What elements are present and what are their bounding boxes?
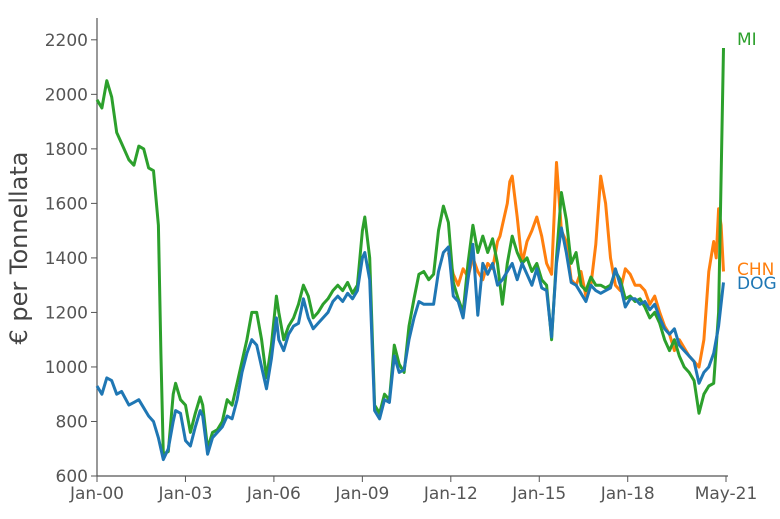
- y-tick-label: 1800: [45, 140, 88, 160]
- axes: 600 800 1000 1200 1400 1600 1800 2000 2200 Jan-00…: [45, 18, 758, 504]
- x-tick-label: May-21: [695, 484, 758, 504]
- x-tick-label: Jan-09: [334, 484, 389, 504]
- x-tick-label: Jan-03: [157, 484, 212, 504]
- x-tick-label: Jan-00: [69, 484, 124, 504]
- series-label-mi: MI: [737, 30, 757, 50]
- y-tick-label: 1600: [45, 194, 88, 214]
- series-label-dog: DOG: [737, 274, 777, 294]
- series-line-dog: [95, 226, 725, 462]
- y-tick-label: 1000: [45, 358, 88, 378]
- y-tick-label: 1200: [45, 303, 88, 323]
- series-line-mi: [95, 47, 725, 456]
- y-tick-label: 1400: [45, 249, 88, 269]
- y-tick-label: 800: [56, 412, 88, 432]
- x-tick-label: Jan-12: [423, 484, 478, 504]
- y-axis-title: € per Tonnellata: [5, 151, 33, 344]
- x-tick-label: Jan-15: [511, 484, 566, 504]
- x-tick-label: Jan-18: [600, 484, 655, 504]
- series-label-chn: CHN: [737, 260, 774, 280]
- series-line-chn: [446, 161, 725, 369]
- x-tick-label: Jan-06: [246, 484, 301, 504]
- y-tick-label: 2000: [45, 85, 88, 105]
- y-tick-label: 2200: [45, 31, 88, 51]
- y-tick-label: 600: [56, 467, 88, 487]
- series-layer: [95, 47, 725, 462]
